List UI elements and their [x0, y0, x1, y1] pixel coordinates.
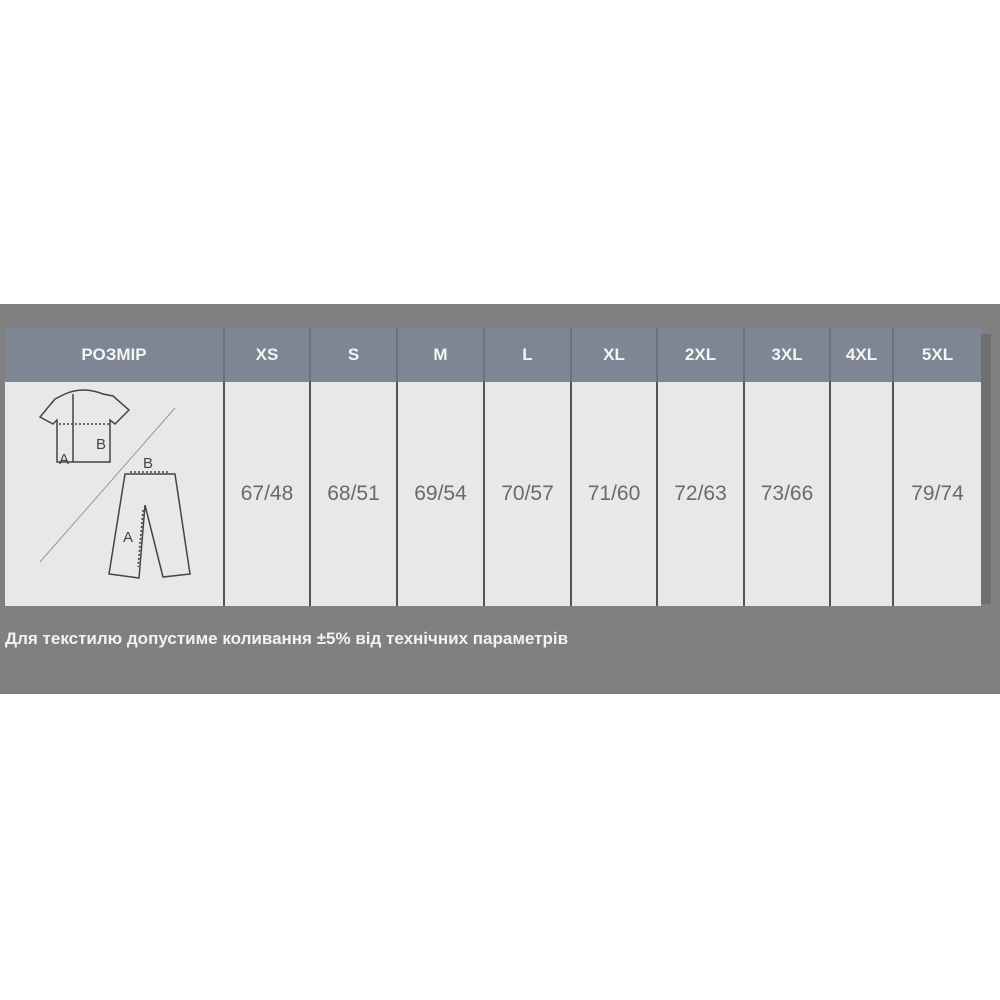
size-value: 68/51 [309, 382, 397, 606]
header-size: 4XL [829, 328, 893, 382]
svg-text:B: B [96, 436, 106, 453]
size-value: 79/74 [892, 382, 981, 606]
header-size: 2XL [656, 328, 744, 382]
size-value: 70/57 [483, 382, 571, 606]
header-size: S [309, 328, 397, 382]
header-size: M [396, 328, 484, 382]
size-value [829, 382, 893, 606]
header-size: XL [570, 328, 657, 382]
table-row: B A B A 67/48 68/51 69/54 70/57 71/60 72… [5, 382, 981, 606]
size-chart-panel: РОЗМІР XS S M L XL 2XL 3XL 4XL 5XL B A [0, 304, 1000, 694]
header-size: 3XL [743, 328, 830, 382]
header-row: РОЗМІР XS S M L XL 2XL 3XL 4XL 5XL [5, 328, 981, 382]
svg-text:B: B [143, 455, 153, 472]
scrollbar[interactable] [981, 334, 991, 604]
svg-text:A: A [59, 451, 69, 468]
size-value: 71/60 [570, 382, 657, 606]
header-size: XS [223, 328, 310, 382]
size-value: 72/63 [656, 382, 744, 606]
header-size: L [483, 328, 571, 382]
tolerance-note: Для текстилю допустиме коливання ±5% від… [5, 629, 569, 648]
size-value: 73/66 [743, 382, 830, 606]
header-size: 5XL [892, 328, 981, 382]
size-value: 69/54 [396, 382, 484, 606]
garment-diagram-cell: B A B A [5, 382, 224, 606]
garment-measurement-icon: B A B A [38, 389, 191, 579]
size-table: РОЗМІР XS S M L XL 2XL 3XL 4XL 5XL B A [5, 328, 981, 606]
size-value: 67/48 [223, 382, 310, 606]
header-size-label: РОЗМІР [5, 328, 224, 382]
svg-text:A: A [123, 529, 133, 546]
